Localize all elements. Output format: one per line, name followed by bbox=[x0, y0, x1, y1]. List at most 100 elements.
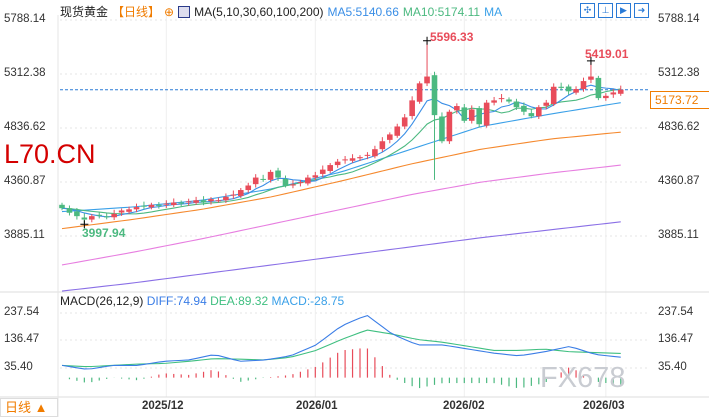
price-label-right: 5788.14 bbox=[658, 13, 700, 25]
macd-label-left: 237.54 bbox=[4, 306, 40, 318]
extreme-marker bbox=[586, 56, 595, 65]
candle-up bbox=[133, 207, 140, 210]
date-label: 2026/02 bbox=[443, 400, 485, 412]
candle-up bbox=[267, 171, 274, 180]
macd-value: MACD:-28.75 bbox=[271, 294, 345, 308]
candle-up bbox=[118, 210, 125, 213]
price-label-right: 4360.87 bbox=[658, 175, 700, 187]
candle-up bbox=[312, 175, 319, 178]
ma30-line bbox=[61, 102, 621, 213]
price-label-left: 5788.14 bbox=[4, 13, 46, 25]
candle-up bbox=[364, 154, 371, 156]
exit-icon[interactable]: ➜ bbox=[634, 3, 649, 18]
diff-value: DIFF:74.94 bbox=[146, 294, 207, 308]
candle-down bbox=[282, 178, 289, 186]
candle-up bbox=[111, 213, 117, 218]
candle-down bbox=[66, 208, 73, 213]
macd-label-right: 35.40 bbox=[658, 361, 687, 373]
macd-label-right: 237.54 bbox=[658, 306, 694, 318]
candle-down bbox=[59, 204, 65, 209]
date-label: 2025/12 bbox=[142, 400, 184, 412]
settings-icon[interactable]: ⊕ bbox=[164, 4, 175, 19]
price-label-left: 4360.87 bbox=[4, 175, 46, 187]
candle-up bbox=[603, 95, 609, 99]
candle-up bbox=[290, 184, 296, 186]
ma100-line bbox=[61, 164, 621, 266]
toolbar: ✣ ⊥ ▶ ➜ bbox=[580, 3, 649, 18]
date-label: 2026/01 bbox=[296, 400, 338, 412]
candle-down bbox=[513, 101, 520, 108]
candle-up bbox=[342, 159, 348, 161]
candle-up bbox=[416, 83, 423, 102]
candle-up bbox=[498, 98, 505, 100]
price-label-right: 4836.62 bbox=[658, 121, 700, 133]
macd-header: MACD(26,12,9) DIFF:74.94 DEA:89.32 MACD:… bbox=[60, 294, 344, 308]
candle-up bbox=[491, 100, 497, 103]
candle-down bbox=[476, 108, 482, 125]
extreme-marker bbox=[80, 220, 89, 229]
candle-up bbox=[89, 216, 95, 220]
candle-down bbox=[260, 178, 266, 180]
candle-up bbox=[126, 209, 132, 212]
candle-up bbox=[610, 92, 617, 95]
ma200-line bbox=[61, 221, 621, 292]
candle-up bbox=[357, 157, 363, 159]
candle-down bbox=[200, 200, 207, 203]
ma-more: MA bbox=[484, 4, 503, 19]
candle-up bbox=[550, 86, 557, 105]
crosshair-icon[interactable]: ✣ bbox=[580, 3, 595, 18]
ma10-value: MA10:5174.11 bbox=[402, 4, 481, 19]
candle-down bbox=[439, 116, 445, 142]
candle-down bbox=[595, 77, 602, 99]
price-label-left: 5312.38 bbox=[4, 67, 46, 79]
candle-up bbox=[305, 177, 311, 184]
candle-up bbox=[148, 204, 155, 208]
macd-title: MACD(26,12,9) bbox=[60, 294, 144, 308]
period-label[interactable]: 【日线】 bbox=[112, 5, 161, 19]
candle-up bbox=[424, 76, 430, 84]
macd-label-right: 136.47 bbox=[658, 333, 694, 345]
candle-down bbox=[81, 217, 88, 220]
candle-up bbox=[409, 100, 415, 117]
candle-up bbox=[327, 165, 333, 171]
instrument-title: 现货黄金 bbox=[60, 5, 109, 19]
ma5-value: MA5:5140.66 bbox=[327, 4, 399, 19]
step-forward-icon[interactable]: ▶ bbox=[616, 3, 631, 18]
candle-up bbox=[334, 161, 341, 166]
candle-up bbox=[580, 81, 587, 90]
candle-down bbox=[565, 86, 572, 92]
candle-down bbox=[141, 205, 147, 207]
candle-up bbox=[319, 169, 326, 174]
candle-up bbox=[252, 177, 259, 185]
candle-up bbox=[238, 190, 244, 196]
candle-down bbox=[521, 105, 527, 112]
candle-down bbox=[558, 86, 564, 88]
candle-up bbox=[401, 117, 408, 127]
candle-up bbox=[379, 141, 386, 150]
extreme-marker bbox=[423, 36, 432, 45]
candle-down bbox=[156, 204, 162, 206]
ma60-line bbox=[61, 131, 621, 230]
candle-up bbox=[394, 126, 401, 136]
price-label-left: 4836.62 bbox=[4, 121, 46, 133]
period-button[interactable]: 日线 ▲ bbox=[0, 398, 58, 417]
ma-params[interactable]: MA(5,10,30,60,100,200) bbox=[194, 4, 324, 19]
candle-up bbox=[387, 134, 393, 140]
price-label-right: 3885.11 bbox=[658, 229, 699, 241]
date-label: 2026/03 bbox=[583, 400, 625, 412]
candle-up bbox=[208, 199, 214, 202]
candle-up bbox=[230, 194, 237, 196]
candle-down bbox=[96, 214, 103, 216]
dea-value: DEA:89.32 bbox=[210, 294, 269, 308]
candle-up bbox=[468, 109, 475, 121]
candle-up bbox=[193, 200, 199, 203]
indicator-icon[interactable] bbox=[178, 5, 191, 18]
candle-up bbox=[163, 203, 170, 205]
high-label: 5596.33 bbox=[430, 30, 474, 44]
zoom-range-icon[interactable]: ⊥ bbox=[598, 3, 613, 18]
macd-label-left: 136.47 bbox=[4, 333, 40, 345]
candle-up bbox=[215, 200, 222, 202]
diff-line bbox=[61, 314, 621, 370]
candle-up bbox=[170, 202, 177, 206]
